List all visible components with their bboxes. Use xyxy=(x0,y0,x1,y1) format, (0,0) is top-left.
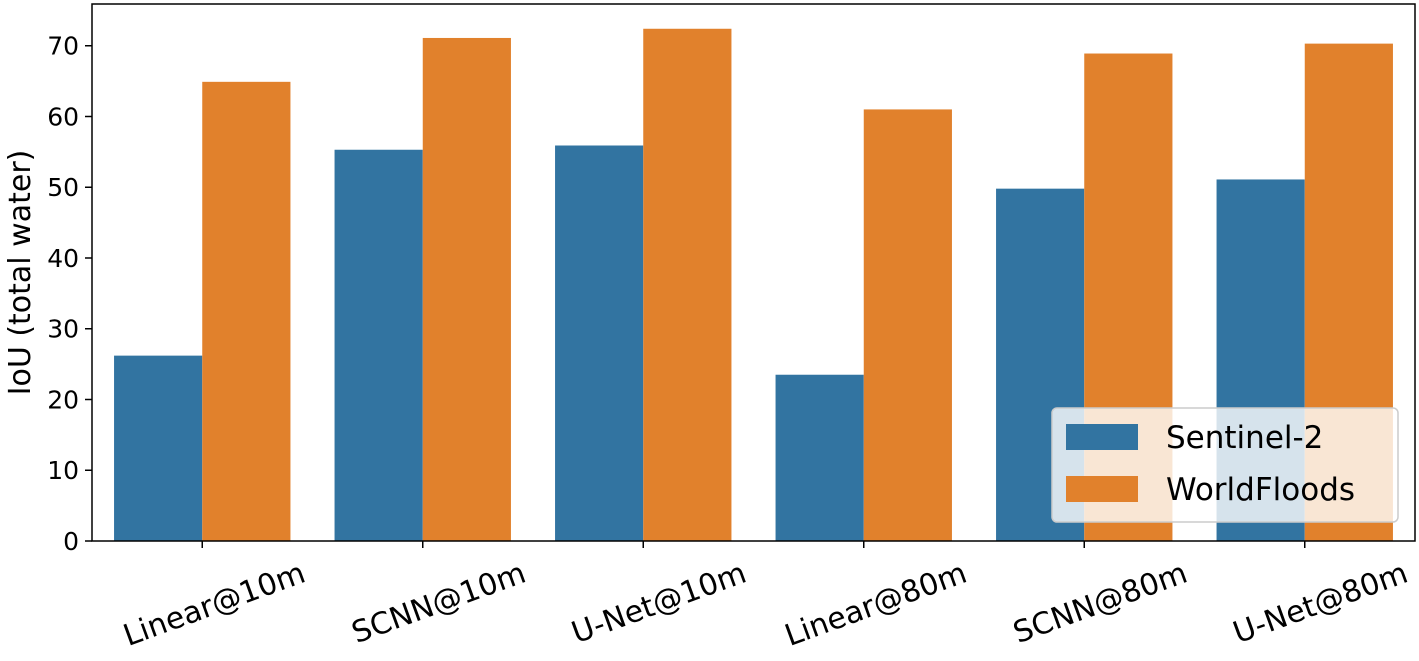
y-tick-label: 60 xyxy=(47,102,79,131)
plot-frame xyxy=(91,3,1416,542)
legend-label: WorldFloods xyxy=(1166,472,1355,508)
legend-label: Sentinel-2 xyxy=(1166,420,1323,456)
bar xyxy=(555,145,644,541)
bar xyxy=(643,28,732,542)
bar xyxy=(863,109,952,541)
legend-box xyxy=(1051,407,1399,523)
y-tick-label: 70 xyxy=(47,32,79,61)
bar xyxy=(202,81,291,542)
y-tick-label: 40 xyxy=(47,244,79,273)
y-tick-label: 50 xyxy=(47,173,79,202)
y-tick-label: 20 xyxy=(47,385,79,414)
x-tick-label: U-Net@80m xyxy=(1229,556,1413,651)
y-axis-label: IoU (total water) xyxy=(3,150,38,396)
bar xyxy=(334,149,423,541)
x-tick-label: SCNN@80m xyxy=(1009,556,1192,651)
x-tick-label: SCNN@10m xyxy=(347,556,530,651)
x-tick-label: Linear@10m xyxy=(119,556,310,654)
y-tick-label: 30 xyxy=(47,315,79,344)
y-tick-label: 10 xyxy=(47,456,79,485)
bar xyxy=(775,374,864,541)
x-tick-label: U-Net@10m xyxy=(567,556,751,651)
x-tick-label: Linear@80m xyxy=(780,556,971,654)
bar xyxy=(422,37,511,541)
y-tick-label: 0 xyxy=(63,527,79,556)
legend-swatch xyxy=(1066,424,1138,450)
legend-swatch xyxy=(1066,476,1138,502)
bar xyxy=(114,355,203,541)
